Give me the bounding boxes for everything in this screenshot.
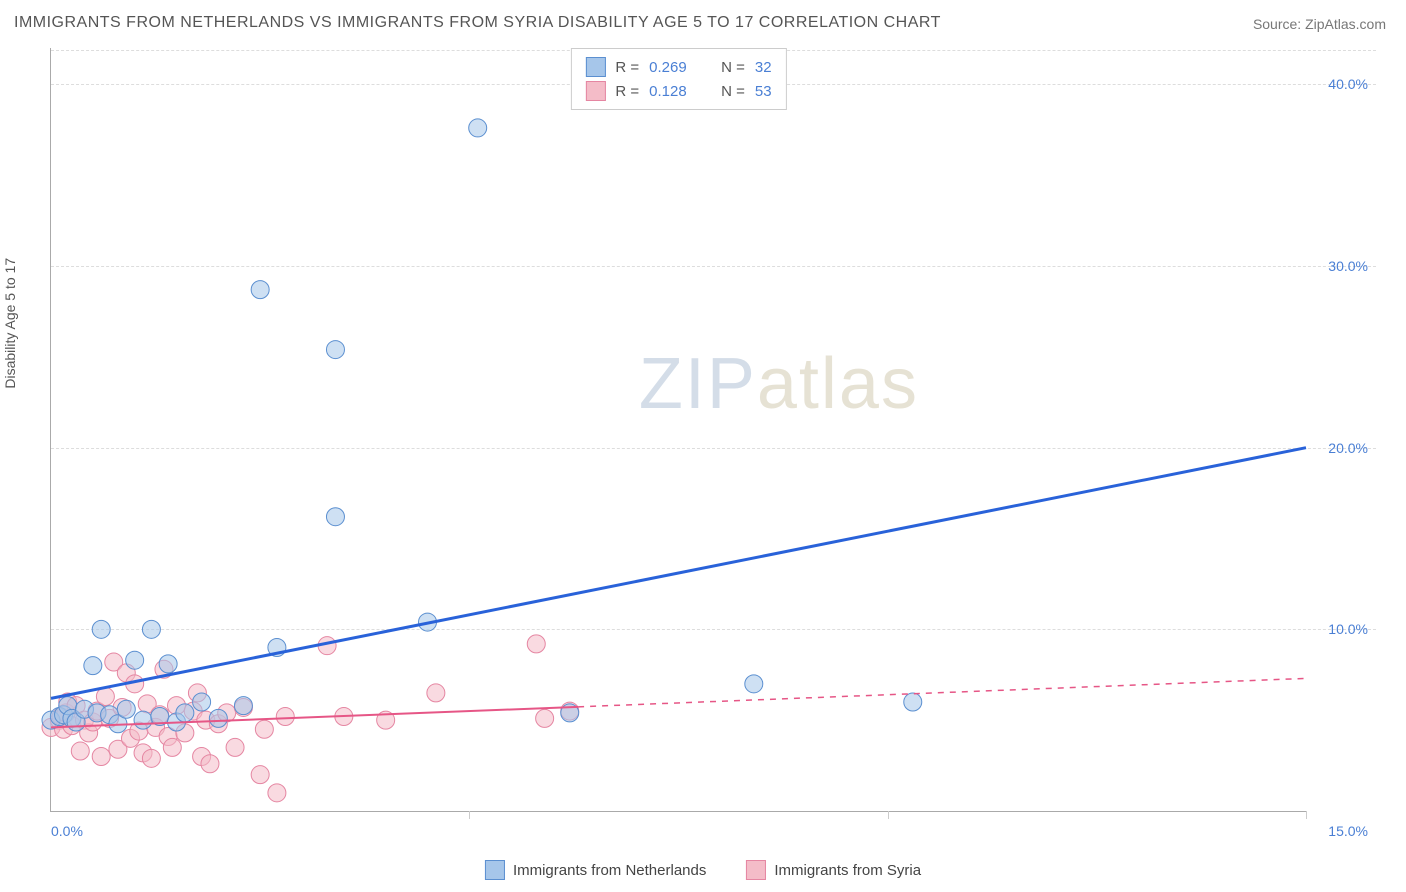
x-tick-label: 0.0% xyxy=(51,823,83,839)
scatter-point xyxy=(255,720,273,738)
stats-legend-row: R = 0.128 N = 53 xyxy=(585,79,771,103)
scatter-point xyxy=(326,341,344,359)
scatter-point xyxy=(193,693,211,711)
scatter-point xyxy=(142,620,160,638)
scatter-point xyxy=(527,635,545,653)
scatter-point xyxy=(117,700,135,718)
scatter-point xyxy=(745,675,763,693)
scatter-point xyxy=(234,697,252,715)
scatter-point xyxy=(92,748,110,766)
legend-r-label: R = xyxy=(615,83,639,100)
y-tick-label: 10.0% xyxy=(1328,621,1368,637)
legend-swatch xyxy=(585,57,605,77)
y-tick-label: 40.0% xyxy=(1328,76,1368,92)
scatter-plot-svg xyxy=(51,48,1306,811)
scatter-point xyxy=(904,693,922,711)
scatter-point xyxy=(92,620,110,638)
scatter-point xyxy=(159,655,177,673)
scatter-point xyxy=(251,281,269,299)
scatter-point xyxy=(201,755,219,773)
scatter-point xyxy=(71,742,89,760)
plot-area: ZIPatlas R =0.269N =32R =0.128N =53 10.0… xyxy=(50,48,1306,812)
scatter-point xyxy=(536,709,554,727)
scatter-point xyxy=(142,749,160,767)
scatter-point xyxy=(209,709,227,727)
legend-r-label: R = xyxy=(615,59,639,76)
regression-line-syria-dashed xyxy=(578,678,1306,706)
legend-swatch xyxy=(485,860,505,880)
legend-n-label: N = xyxy=(721,83,745,100)
legend-r-value: 0.269 xyxy=(649,59,699,76)
x-tick-mark xyxy=(469,811,470,819)
scatter-point xyxy=(276,708,294,726)
chart-title: IMMIGRANTS FROM NETHERLANDS VS IMMIGRANT… xyxy=(14,14,941,32)
regression-line-netherlands xyxy=(51,448,1306,699)
y-tick-label: 20.0% xyxy=(1328,440,1368,456)
scatter-point xyxy=(226,738,244,756)
series-legend: Immigrants from Netherlands Immigrants fr… xyxy=(485,860,921,880)
y-tick-label: 30.0% xyxy=(1328,258,1368,274)
stats-legend-row: R = 0.269 N = 32 xyxy=(585,55,771,79)
series-legend-label: Immigrants from Netherlands xyxy=(513,862,706,879)
source-credit: Source: ZipAtlas.com xyxy=(1253,16,1386,32)
stats-legend: R = 0.269 N = 32 R = 0.128 N = 53 xyxy=(570,48,786,110)
legend-swatch xyxy=(585,81,605,101)
y-axis-label: Disability Age 5 to 17 xyxy=(2,258,18,389)
scatter-point xyxy=(326,508,344,526)
legend-n-value: 53 xyxy=(755,83,772,100)
legend-swatch xyxy=(746,860,766,880)
scatter-point xyxy=(134,711,152,729)
scatter-point xyxy=(427,684,445,702)
legend-r-value: 0.128 xyxy=(649,83,699,100)
x-tick-mark xyxy=(888,811,889,819)
x-tick-label: 15.0% xyxy=(1328,823,1368,839)
scatter-point xyxy=(469,119,487,137)
scatter-point xyxy=(251,766,269,784)
scatter-point xyxy=(84,657,102,675)
series-legend-label: Immigrants from Syria xyxy=(774,862,921,879)
scatter-point xyxy=(126,651,144,669)
scatter-point xyxy=(268,784,286,802)
series-legend-item: Immigrants from Netherlands xyxy=(485,860,706,880)
series-legend-item: Immigrants from Syria xyxy=(746,860,921,880)
legend-n-label: N = xyxy=(721,59,745,76)
scatter-point xyxy=(163,738,181,756)
scatter-point xyxy=(176,704,194,722)
chart-container: ZIPatlas R =0.269N =32R =0.128N =53 10.0… xyxy=(50,48,1376,842)
x-tick-mark xyxy=(1306,811,1307,819)
legend-n-value: 32 xyxy=(755,59,772,76)
